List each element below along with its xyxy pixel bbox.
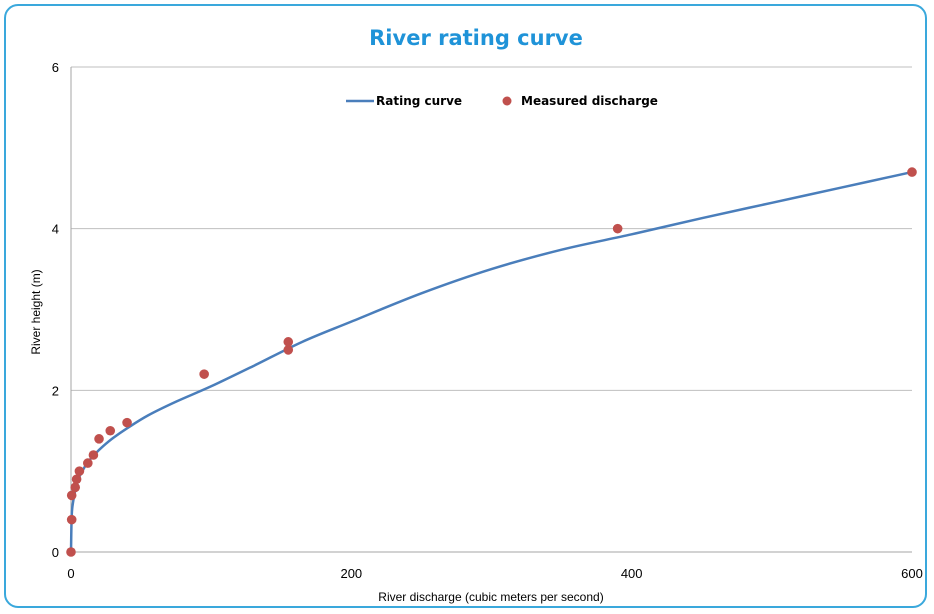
measured-points bbox=[66, 167, 917, 557]
legend-dot-swatch bbox=[502, 96, 512, 106]
measured-point bbox=[83, 458, 93, 468]
measured-point bbox=[66, 514, 77, 525]
measured-point bbox=[94, 434, 104, 444]
x-tick-label: 400 bbox=[621, 566, 643, 581]
measured-point bbox=[283, 337, 294, 347]
measured-point bbox=[283, 345, 294, 355]
grid-lines bbox=[71, 66, 912, 391]
x-tick-label: 200 bbox=[340, 566, 362, 581]
y-tick-label: 2 bbox=[52, 383, 59, 398]
y-tick-label: 0 bbox=[52, 545, 59, 560]
y-tick-label: 6 bbox=[52, 60, 59, 75]
tick-labels: 0 2 4 6 0 200 400 600 bbox=[52, 60, 923, 581]
axes bbox=[70, 67, 912, 553]
measured-point bbox=[74, 466, 85, 476]
measured-point bbox=[66, 547, 76, 557]
legend: Rating curve Measured discharge bbox=[346, 94, 658, 108]
measured-point bbox=[70, 482, 81, 493]
legend-label-rating-curve: Rating curve bbox=[376, 94, 462, 108]
y-axis-label: River height (m) bbox=[29, 269, 43, 354]
x-tick-label: 0 bbox=[67, 566, 74, 581]
x-axis-label: River discharge (cubic meters per second… bbox=[378, 590, 603, 604]
measured-point bbox=[122, 417, 132, 428]
measured-point bbox=[71, 474, 82, 485]
measured-point bbox=[105, 425, 116, 436]
measured-point bbox=[199, 369, 209, 379]
measured-point bbox=[907, 167, 917, 177]
y-tick-label: 4 bbox=[52, 222, 59, 237]
chart-title: River rating curve bbox=[369, 26, 583, 50]
measured-point bbox=[88, 450, 99, 460]
measured-point bbox=[612, 223, 623, 234]
legend-label-measured-discharge: Measured discharge bbox=[521, 94, 658, 108]
x-tick-label: 600 bbox=[901, 566, 923, 581]
chart-frame bbox=[4, 4, 927, 608]
measured-point bbox=[66, 490, 77, 501]
